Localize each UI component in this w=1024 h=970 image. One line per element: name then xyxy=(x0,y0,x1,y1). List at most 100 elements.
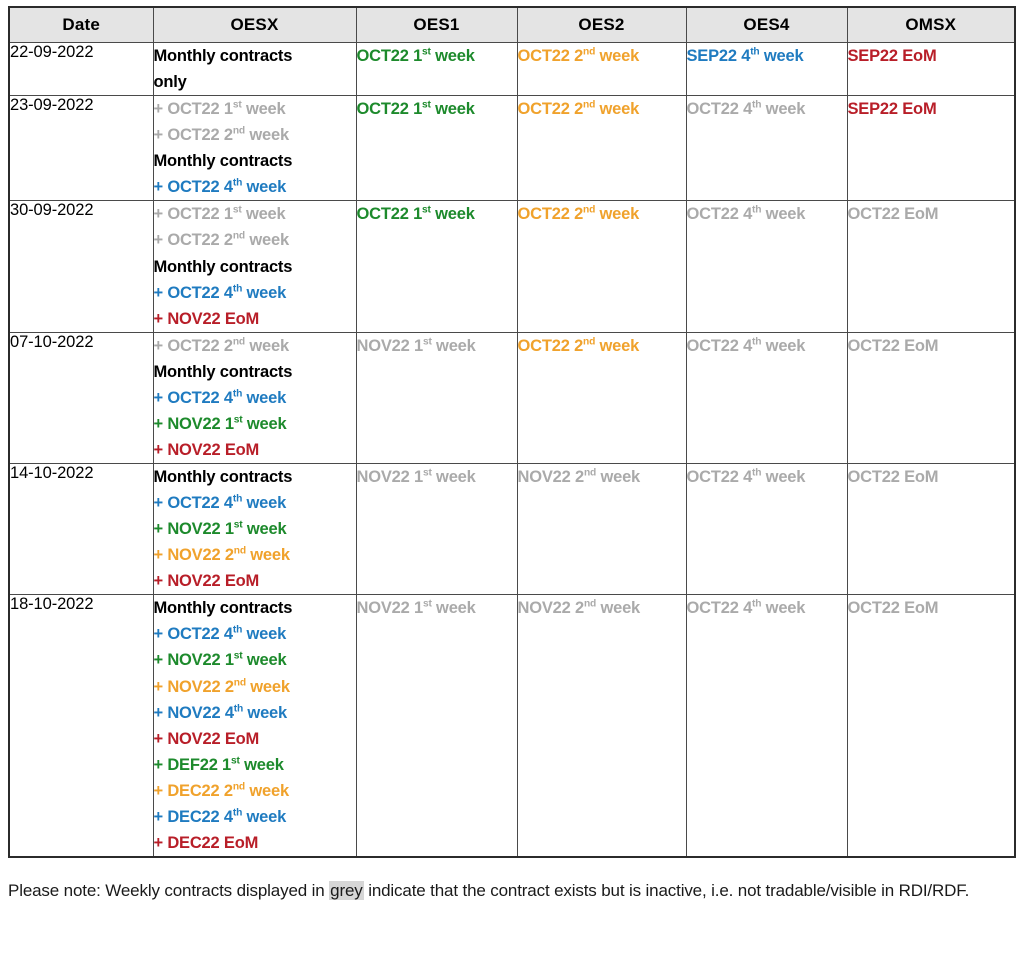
contract-line-suffix: week xyxy=(245,677,290,696)
contract-line: OCT22 1st week xyxy=(357,201,517,227)
table-row: 07-10-2022 + OCT22 2nd week Monthly contra… xyxy=(8,331,1016,465)
contract-line-suffix: week xyxy=(242,651,287,670)
contract-line-text: Monthly contracts xyxy=(153,468,293,486)
ordinal-suffix: st xyxy=(233,650,243,662)
contract-line-suffix: week xyxy=(244,781,289,800)
contract-line-text: Monthly contracts xyxy=(153,257,293,276)
contract-line: Monthly contracts xyxy=(154,148,356,174)
cell-oes4: OCT22 4th week xyxy=(685,594,848,858)
contract-line: + NOV22 EoM xyxy=(154,437,356,463)
contract-line: NOV22 2nd week xyxy=(518,464,686,490)
contract-line-text: OCT22 4 xyxy=(686,468,753,486)
contract-line-suffix: week xyxy=(239,755,284,774)
cell-date: 22-09-2022 xyxy=(8,41,154,97)
contract-line: NOV22 1st week xyxy=(357,464,517,490)
date-value: 07-10-2022 xyxy=(10,332,94,351)
column-header-oes2: OES2 xyxy=(516,6,687,43)
contract-line-suffix: week xyxy=(596,468,641,486)
contract-line-suffix: week xyxy=(430,47,475,65)
cell-oes4: OCT22 4th week xyxy=(685,200,848,333)
ordinal-suffix: th xyxy=(232,283,243,295)
contract-line: + NOV22 EoM xyxy=(154,306,356,332)
ordinal-suffix: st xyxy=(233,414,243,426)
contract-line: OCT22 2nd week xyxy=(518,201,686,227)
contract-line: + OCT22 4th week xyxy=(154,174,356,200)
cell-date: 07-10-2022 xyxy=(8,331,154,465)
ordinal-suffix: th xyxy=(232,388,243,400)
contract-line-text: + NOV22 EoM xyxy=(153,572,260,591)
contract-line-suffix: week xyxy=(430,100,475,119)
ordinal-suffix: nd xyxy=(583,598,597,610)
cell-oes2: OCT22 2nd week xyxy=(516,200,687,333)
ordinal-suffix: nd xyxy=(583,336,596,348)
contract-line-text: + OCT22 4 xyxy=(153,388,234,407)
contract-line-text: OCT22 4 xyxy=(686,599,753,618)
ordinal-suffix: nd xyxy=(583,467,597,479)
contract-line: + NOV22 2nd week xyxy=(154,542,356,568)
cell-oes2: OCT22 2nd week xyxy=(516,331,687,465)
cell-omsx: SEP22 EoM xyxy=(846,95,1016,202)
date-value: 18-10-2022 xyxy=(10,595,94,614)
contract-line-text: SEP22 EoM xyxy=(847,47,937,65)
contract-line-text: NOV22 1 xyxy=(356,468,424,486)
cell-date: 18-10-2022 xyxy=(8,594,154,858)
contract-line-text: + DEC22 4 xyxy=(153,807,234,826)
cell-oes1: OCT22 1st week xyxy=(355,41,518,97)
contract-line-text: + OCT22 2 xyxy=(153,336,234,355)
contract-line-text: + NOV22 EoM xyxy=(153,729,260,748)
contract-line: + OCT22 2nd week xyxy=(154,122,356,148)
ordinal-suffix: th xyxy=(752,204,762,216)
contract-line-text: Monthly contracts xyxy=(153,362,293,381)
contract-line-text: Monthly contracts xyxy=(153,152,293,171)
footnote-text-part1: Please note: Weekly contracts displayed … xyxy=(8,880,330,900)
ordinal-suffix: th xyxy=(232,177,243,189)
contract-line-suffix: week xyxy=(595,205,640,224)
cell-oesx: Monthly contracts + OCT22 4th week + NOV22… xyxy=(152,594,357,858)
ordinal-suffix: nd xyxy=(233,545,246,557)
contract-line-suffix: week xyxy=(242,178,287,197)
contract-line-suffix: week xyxy=(242,625,287,644)
contract-line-suffix: week xyxy=(761,599,806,618)
column-header-oes1: OES1 xyxy=(355,6,518,43)
contract-line-text: + NOV22 1 xyxy=(153,651,234,670)
contract-line: + NOV22 4th week xyxy=(154,700,356,726)
ordinal-suffix: th xyxy=(752,598,762,610)
ordinal-suffix: th xyxy=(752,467,762,479)
cell-oes1: OCT22 1st week xyxy=(355,200,518,333)
cell-oes2: NOV22 2nd week xyxy=(516,594,687,858)
contract-line: NOV22 1st week xyxy=(357,333,517,359)
ordinal-suffix: st xyxy=(232,204,242,216)
table-row: 30-09-2022 + OCT22 1st week + OCT22 2nd we… xyxy=(8,200,1016,333)
ordinal-suffix: th xyxy=(232,493,243,505)
cell-oes1: NOV22 1st week xyxy=(355,462,518,596)
contract-line-text: + OCT22 4 xyxy=(153,178,234,197)
footnote-note: Please note: Weekly contracts displayed … xyxy=(8,875,1014,906)
column-header-oesx: OESX xyxy=(152,6,357,43)
contract-line-text: OCT22 EoM xyxy=(847,468,939,486)
cell-oes2: NOV22 2nd week xyxy=(516,462,687,596)
contract-line: + OCT22 1st week xyxy=(154,96,356,122)
contract-line-text: OCT22 4 xyxy=(686,100,753,119)
contract-line: + OCT22 4th week xyxy=(154,280,356,306)
ordinal-suffix: nd xyxy=(232,336,245,348)
contract-line: Monthly contracts xyxy=(154,359,356,385)
ordinal-suffix: th xyxy=(233,703,244,715)
contract-line: OCT22 2nd week xyxy=(518,96,686,122)
contract-line-suffix: week xyxy=(430,205,475,224)
contract-line: NOV22 1st week xyxy=(357,595,517,621)
contract-line-text: NOV22 2 xyxy=(517,468,585,486)
contract-line: + DEC22 2nd week xyxy=(154,778,356,804)
cell-omsx: OCT22 EoM xyxy=(846,594,1016,858)
ordinal-suffix: st xyxy=(422,467,432,479)
contract-line: OCT22 1st week xyxy=(357,43,517,69)
ordinal-suffix: st xyxy=(422,99,431,111)
ordinal-suffix: st xyxy=(422,46,431,58)
contract-line: Monthly contracts xyxy=(154,595,356,621)
contract-line: Monthly contracts xyxy=(154,464,356,490)
contract-line-text: NOV22 1 xyxy=(356,336,424,355)
cell-oesx: + OCT22 1st week + OCT22 2nd week Monthly … xyxy=(152,95,357,202)
contract-line: OCT22 EoM xyxy=(848,201,1015,227)
contract-line-text: SEP22 EoM xyxy=(847,100,937,119)
contract-line-text: + OCT22 4 xyxy=(153,283,234,302)
